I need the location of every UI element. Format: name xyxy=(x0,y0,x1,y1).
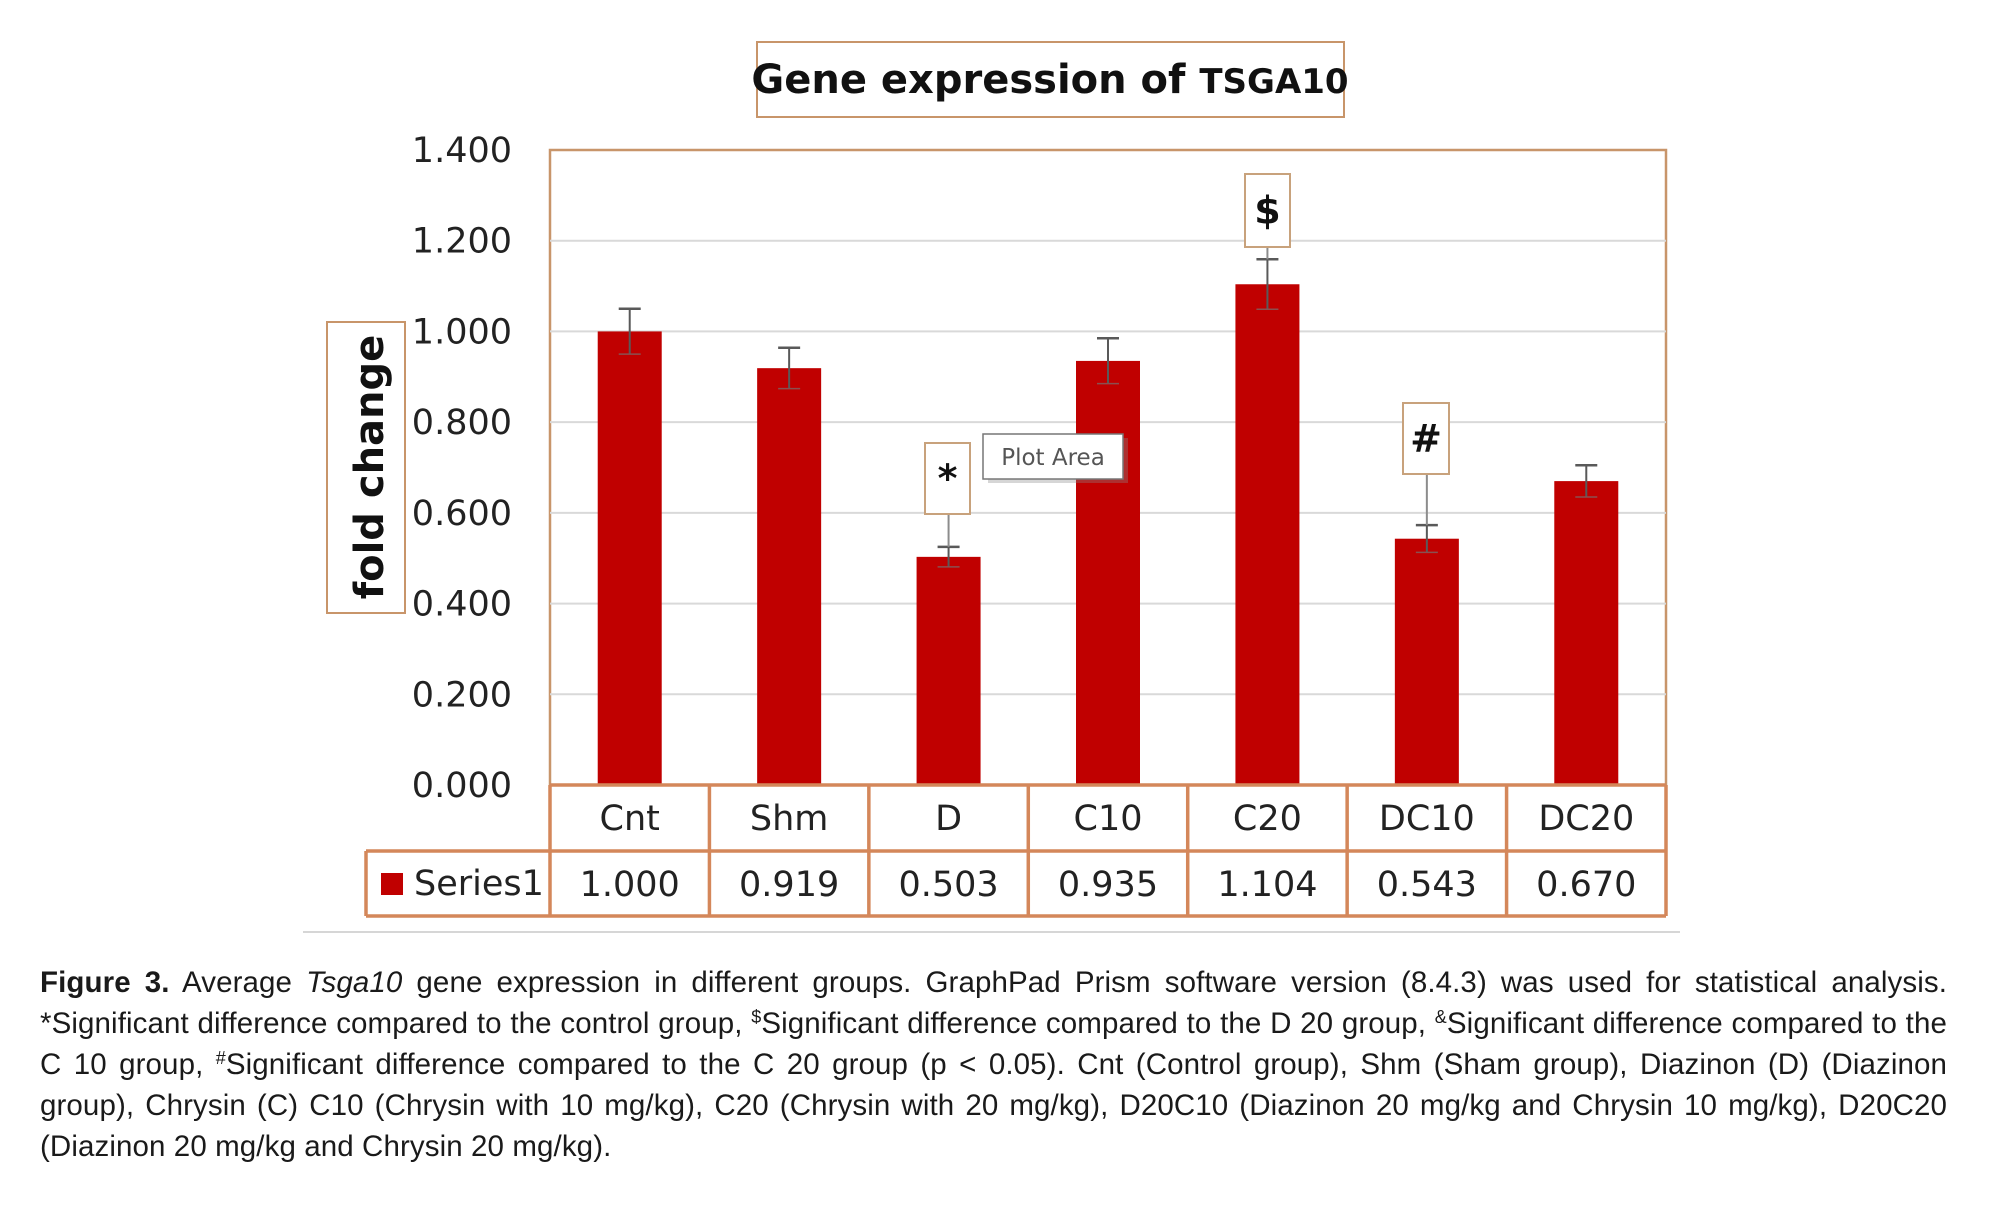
value-label: 0.503 xyxy=(898,865,998,905)
caption-text: Significant difference compared to the C… xyxy=(40,1048,1947,1163)
bar-d[interactable] xyxy=(916,556,981,785)
figure-caption: Figure 3. Average Tsga10 gene expression… xyxy=(40,962,1947,1167)
category-label: Shm xyxy=(750,799,829,839)
value-label: 0.670 xyxy=(1536,865,1636,905)
annotation-symbol: * xyxy=(938,457,958,501)
annotation-symbol: # xyxy=(1410,417,1442,461)
bar-chart: Gene expression of TSGA10 fold change 0.… xyxy=(303,41,1680,933)
tooltip-text: Plot Area xyxy=(1001,445,1105,471)
chart-title: Gene expression of TSGA10 xyxy=(751,57,1348,103)
plot-area-tooltip: Plot Area xyxy=(982,433,1128,483)
error-bars xyxy=(618,258,1598,568)
y-tick-label: 0.600 xyxy=(412,494,512,534)
error-bar xyxy=(1097,336,1119,385)
caption-star-marker: * xyxy=(40,1007,52,1040)
caption-text: Significant difference compared to the C… xyxy=(40,1007,1947,1081)
caption-text: Significant difference compared to the D… xyxy=(761,1007,1435,1040)
y-tick-label: 0.000 xyxy=(412,766,512,806)
category-label: D xyxy=(935,799,962,839)
caption-hash-marker: # xyxy=(215,1048,226,1068)
bar-c10[interactable] xyxy=(1076,360,1140,785)
legend-swatch xyxy=(381,873,403,895)
category-label: DC20 xyxy=(1538,799,1634,839)
y-tick-label: 0.200 xyxy=(412,675,512,715)
y-tick-label: 1.400 xyxy=(412,131,512,171)
error-bar xyxy=(1575,463,1598,498)
caption-text: Significant difference compared to the c… xyxy=(51,1007,752,1040)
value-label: 0.935 xyxy=(1058,865,1158,905)
legend-label: Series1 xyxy=(414,864,544,904)
y-tick-label: 1.200 xyxy=(412,222,512,262)
caption-text: gene expression in different groups. Gra… xyxy=(402,966,1947,999)
caption-text: Average xyxy=(169,966,307,999)
error-bar xyxy=(618,307,641,355)
y-axis-label-box: fold change xyxy=(326,321,406,614)
error-bar xyxy=(778,346,801,390)
y-axis-label: fold change xyxy=(347,335,393,600)
figure-label: Figure 3. xyxy=(40,966,170,999)
bar-dc20[interactable] xyxy=(1554,481,1619,785)
y-tick-label: 0.400 xyxy=(412,585,512,625)
value-label: 0.919 xyxy=(739,865,839,905)
chart-title-main: Gene expression of xyxy=(751,57,1199,103)
chart-title-gene: TSGA10 xyxy=(1199,62,1348,102)
annotation-c20: $ xyxy=(1244,173,1291,260)
y-tick-label: 1.000 xyxy=(412,312,512,352)
annotation-symbol: $ xyxy=(1254,189,1280,233)
caption-amp-marker: & xyxy=(1434,1007,1447,1027)
significance-annotations: * $ # xyxy=(924,173,1450,547)
category-label: C20 xyxy=(1233,799,1302,839)
value-label: 1.000 xyxy=(580,865,680,905)
category-label: C10 xyxy=(1074,799,1143,839)
data-table: Cnt 1.000 Shm 0.919 D 0.503 C10 0.935 C20 1.104 DC… xyxy=(364,783,1668,918)
bar-dc10[interactable] xyxy=(1394,538,1459,785)
bar-c20[interactable] xyxy=(1235,284,1300,785)
chart-title-box: Gene expression of TSGA10 xyxy=(751,41,1349,118)
annotation-dc10: # xyxy=(1402,402,1450,526)
annotation-d: * xyxy=(924,442,971,547)
value-label: 0.543 xyxy=(1377,865,1477,905)
bar-shm[interactable] xyxy=(757,368,822,785)
caption-dollar-marker: $ xyxy=(751,1007,762,1027)
y-tick-labels: 0.000 0.200 0.400 0.600 0.800 1.000 1.200 1.400 xyxy=(412,131,512,806)
category-label: Cnt xyxy=(600,799,660,839)
value-label: 1.104 xyxy=(1217,865,1317,905)
bar-cnt[interactable] xyxy=(597,331,662,785)
category-label: DC10 xyxy=(1379,799,1475,839)
caption-gene-name: Tsga10 xyxy=(306,966,403,999)
bars xyxy=(597,284,1619,785)
y-tick-label: 0.800 xyxy=(412,403,512,443)
